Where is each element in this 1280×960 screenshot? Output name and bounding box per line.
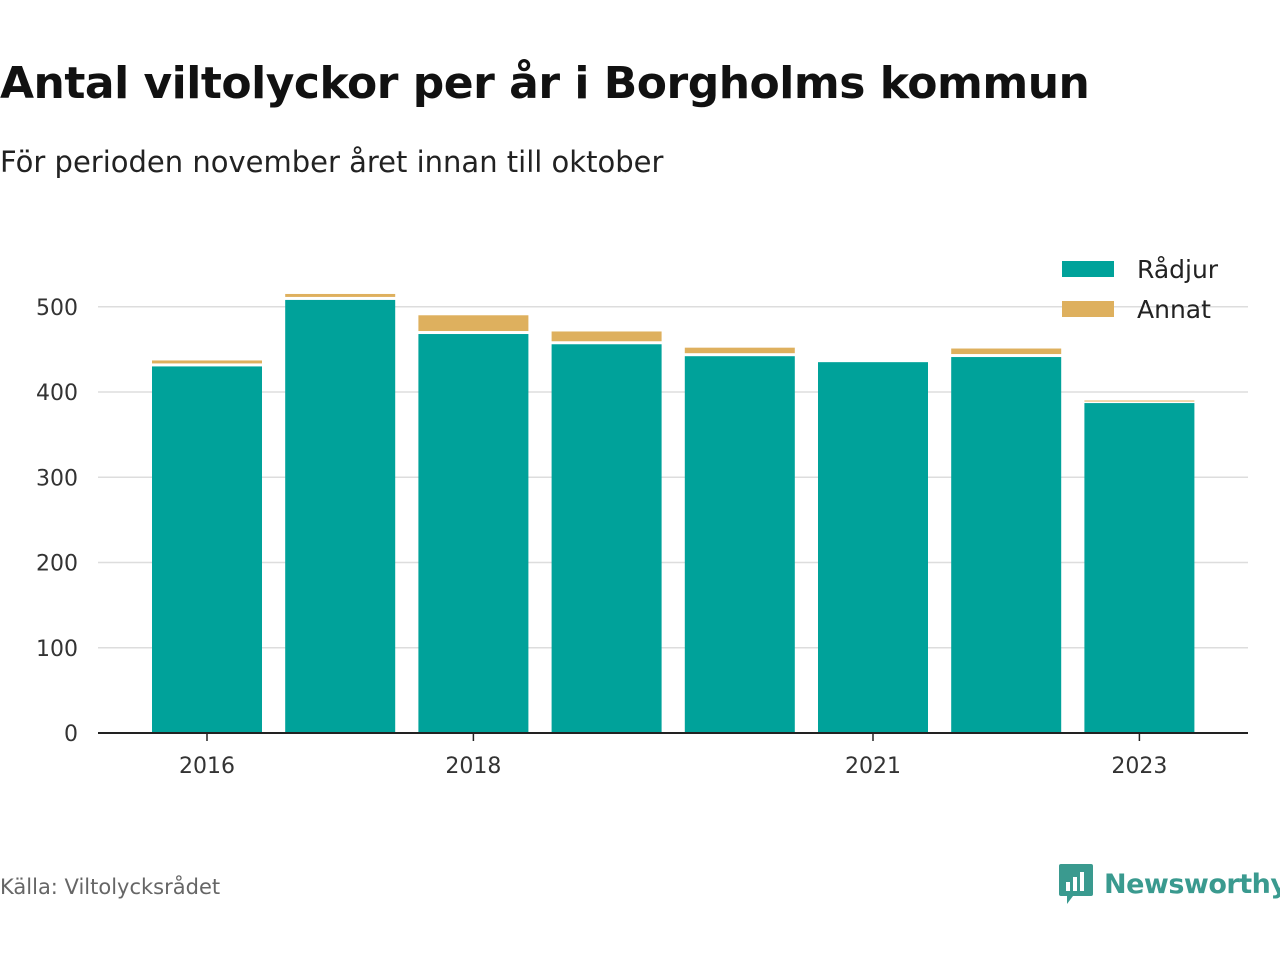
legend-swatch-annat — [1062, 301, 1114, 317]
bar-annat-2019 — [551, 331, 662, 342]
bar-radjur-2021 — [818, 362, 928, 733]
bar-annat-2017 — [285, 293, 396, 297]
bar-radjur-2017 — [285, 299, 396, 733]
bar-annat-2022 — [951, 348, 1062, 355]
x-tick-label-2016: 2016 — [179, 754, 235, 779]
x-tick-label-2023: 2023 — [1111, 754, 1167, 779]
x-tick-label-2021: 2021 — [845, 754, 901, 779]
chart-title: Antal viltolyckor per år i Borgholms kom… — [0, 58, 1090, 109]
x-tick-label-2018: 2018 — [445, 754, 501, 779]
bar-annat-2018 — [418, 315, 529, 332]
bar-annat-2023 — [1084, 400, 1195, 402]
chart-subtitle: För perioden november året innan till ok… — [0, 145, 664, 179]
brand-logo: Newsworthy — [1058, 862, 1280, 906]
y-tick-label-100: 100 — [36, 637, 78, 662]
legend-label-annat: Annat — [1137, 295, 1211, 324]
legend-swatch-radjur — [1062, 261, 1114, 277]
bar-radjur-2016 — [152, 366, 262, 733]
brand-name: Newsworthy — [1104, 868, 1280, 900]
y-tick-label-500: 500 — [36, 296, 78, 321]
y-tick-label-0: 0 — [64, 722, 78, 747]
bar-radjur-2020 — [684, 356, 795, 733]
chart-bubble-icon — [1059, 864, 1093, 904]
bar-radjur-2018 — [418, 334, 529, 733]
y-tick-label-200: 200 — [36, 552, 78, 577]
source-note: Källa: Viltolycksrådet — [0, 875, 221, 899]
bar-radjur-2023 — [1084, 403, 1195, 733]
bar-radjur-2019 — [551, 344, 662, 733]
bar-radjur-2022 — [951, 357, 1062, 733]
legend-label-radjur: Rådjur — [1137, 255, 1219, 284]
y-tick-label-400: 400 — [36, 381, 78, 406]
bar-annat-2020 — [684, 347, 795, 354]
bar-annat-2016 — [152, 360, 262, 364]
y-tick-label-300: 300 — [36, 466, 78, 491]
